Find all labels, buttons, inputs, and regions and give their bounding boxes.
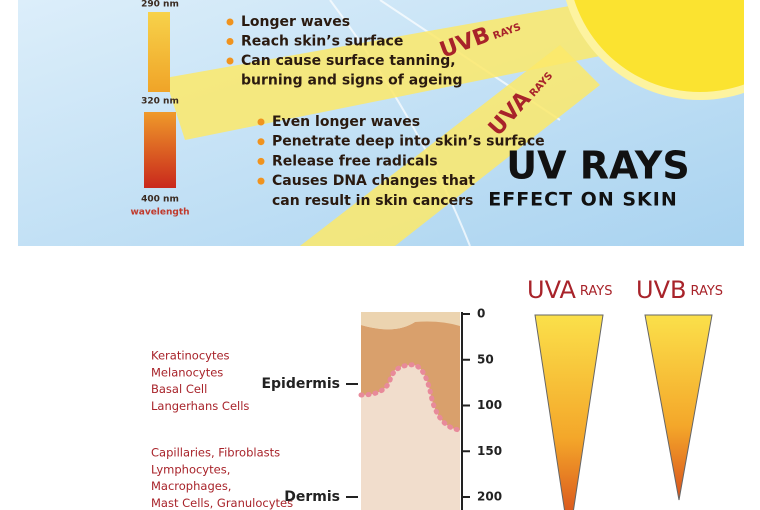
cell-name: Mast Cells, Granulocytes xyxy=(151,496,293,510)
wavelength-caption: wavelength xyxy=(130,208,189,218)
cell-name: Macrophages, xyxy=(151,479,231,493)
uva-bar xyxy=(144,112,176,188)
basal-layer xyxy=(358,362,463,433)
depth-label: 100 xyxy=(477,398,502,412)
layer-label: Dermis xyxy=(284,489,340,505)
cell-name: Melanocytes xyxy=(151,365,223,379)
depth-label: 0 xyxy=(477,307,485,321)
bullet-text: burning and signs of ageing xyxy=(241,73,463,89)
bullet-dot xyxy=(226,57,234,65)
wavelength-label: 400 nm xyxy=(141,195,179,205)
uvb-bullets: Longer waves Reach skin’s surface Can caus… xyxy=(226,14,463,89)
bullet-dot xyxy=(226,38,234,45)
sun xyxy=(574,0,744,92)
cell-name: Capillaries, Fibroblasts xyxy=(151,446,280,460)
depth-label: 200 xyxy=(477,490,502,504)
cell-name: Langerhans Cells xyxy=(151,399,249,413)
top-panel: 290 nm 320 nm 400 nm wavelength Longer w… xyxy=(18,0,744,246)
light-arc xyxy=(329,0,471,246)
uvb-header-suffix: RAYS xyxy=(690,284,723,299)
cell-lists: Keratinocytes Melanocytes Basal Cell Langer… xyxy=(151,349,293,510)
subtitle: EFFECT ON SKIN xyxy=(488,189,677,211)
cell-name: Keratinocytes xyxy=(151,349,230,363)
uvb-header: UVB RAYS xyxy=(636,276,723,304)
uvb-beam xyxy=(165,5,605,140)
bottom-panel: Keratinocytes Melanocytes Basal Cell Langer… xyxy=(151,276,723,510)
uvb-bar xyxy=(148,12,170,92)
bullet-dot xyxy=(257,118,265,126)
uva-header: UVA RAYS xyxy=(527,276,612,304)
bullet-text: Causes DNA changes that xyxy=(272,173,475,189)
cell-name: Lymphocytes, xyxy=(151,462,230,476)
bullet-text: Longer waves xyxy=(241,14,350,30)
bullet-text: Can cause surface tanning, xyxy=(241,53,456,69)
uva-bullets: Even longer waves Penetrate deep into ski… xyxy=(257,114,545,209)
uva-penetration xyxy=(534,314,604,510)
bullet-dot xyxy=(226,18,234,26)
epidermis xyxy=(361,316,460,430)
bullet-text: Reach skin’s surface xyxy=(241,34,403,50)
cell-name: Basal Cell xyxy=(151,382,207,396)
title: UV RAYS xyxy=(506,144,689,188)
uvb-penetration xyxy=(644,314,713,501)
uva-header-name: UVA xyxy=(527,276,576,304)
depth-scale: 0 50 100 150 200 xyxy=(462,307,502,504)
depth-label: 150 xyxy=(477,444,502,458)
bullet-text: can result in skin cancers xyxy=(272,193,473,209)
bullet-text: Penetrate deep into skin’s surface xyxy=(272,134,545,150)
uva-header-suffix: RAYS xyxy=(580,284,613,299)
uva-beam xyxy=(300,45,600,246)
wavelength-label: 320 nm xyxy=(141,97,179,107)
bullet-dot xyxy=(257,177,265,185)
stratum-corneum xyxy=(361,312,460,330)
layer-label: Epidermis xyxy=(261,376,340,392)
bullet-text: Release free radicals xyxy=(272,153,438,169)
depth-label: 50 xyxy=(477,352,494,366)
wavelength-label: 290 nm xyxy=(141,0,179,10)
uvb-header-name: UVB xyxy=(636,276,686,304)
bullet-dot xyxy=(257,157,265,165)
bullet-text: Even longer waves xyxy=(272,114,420,130)
bullet-dot xyxy=(257,138,265,146)
